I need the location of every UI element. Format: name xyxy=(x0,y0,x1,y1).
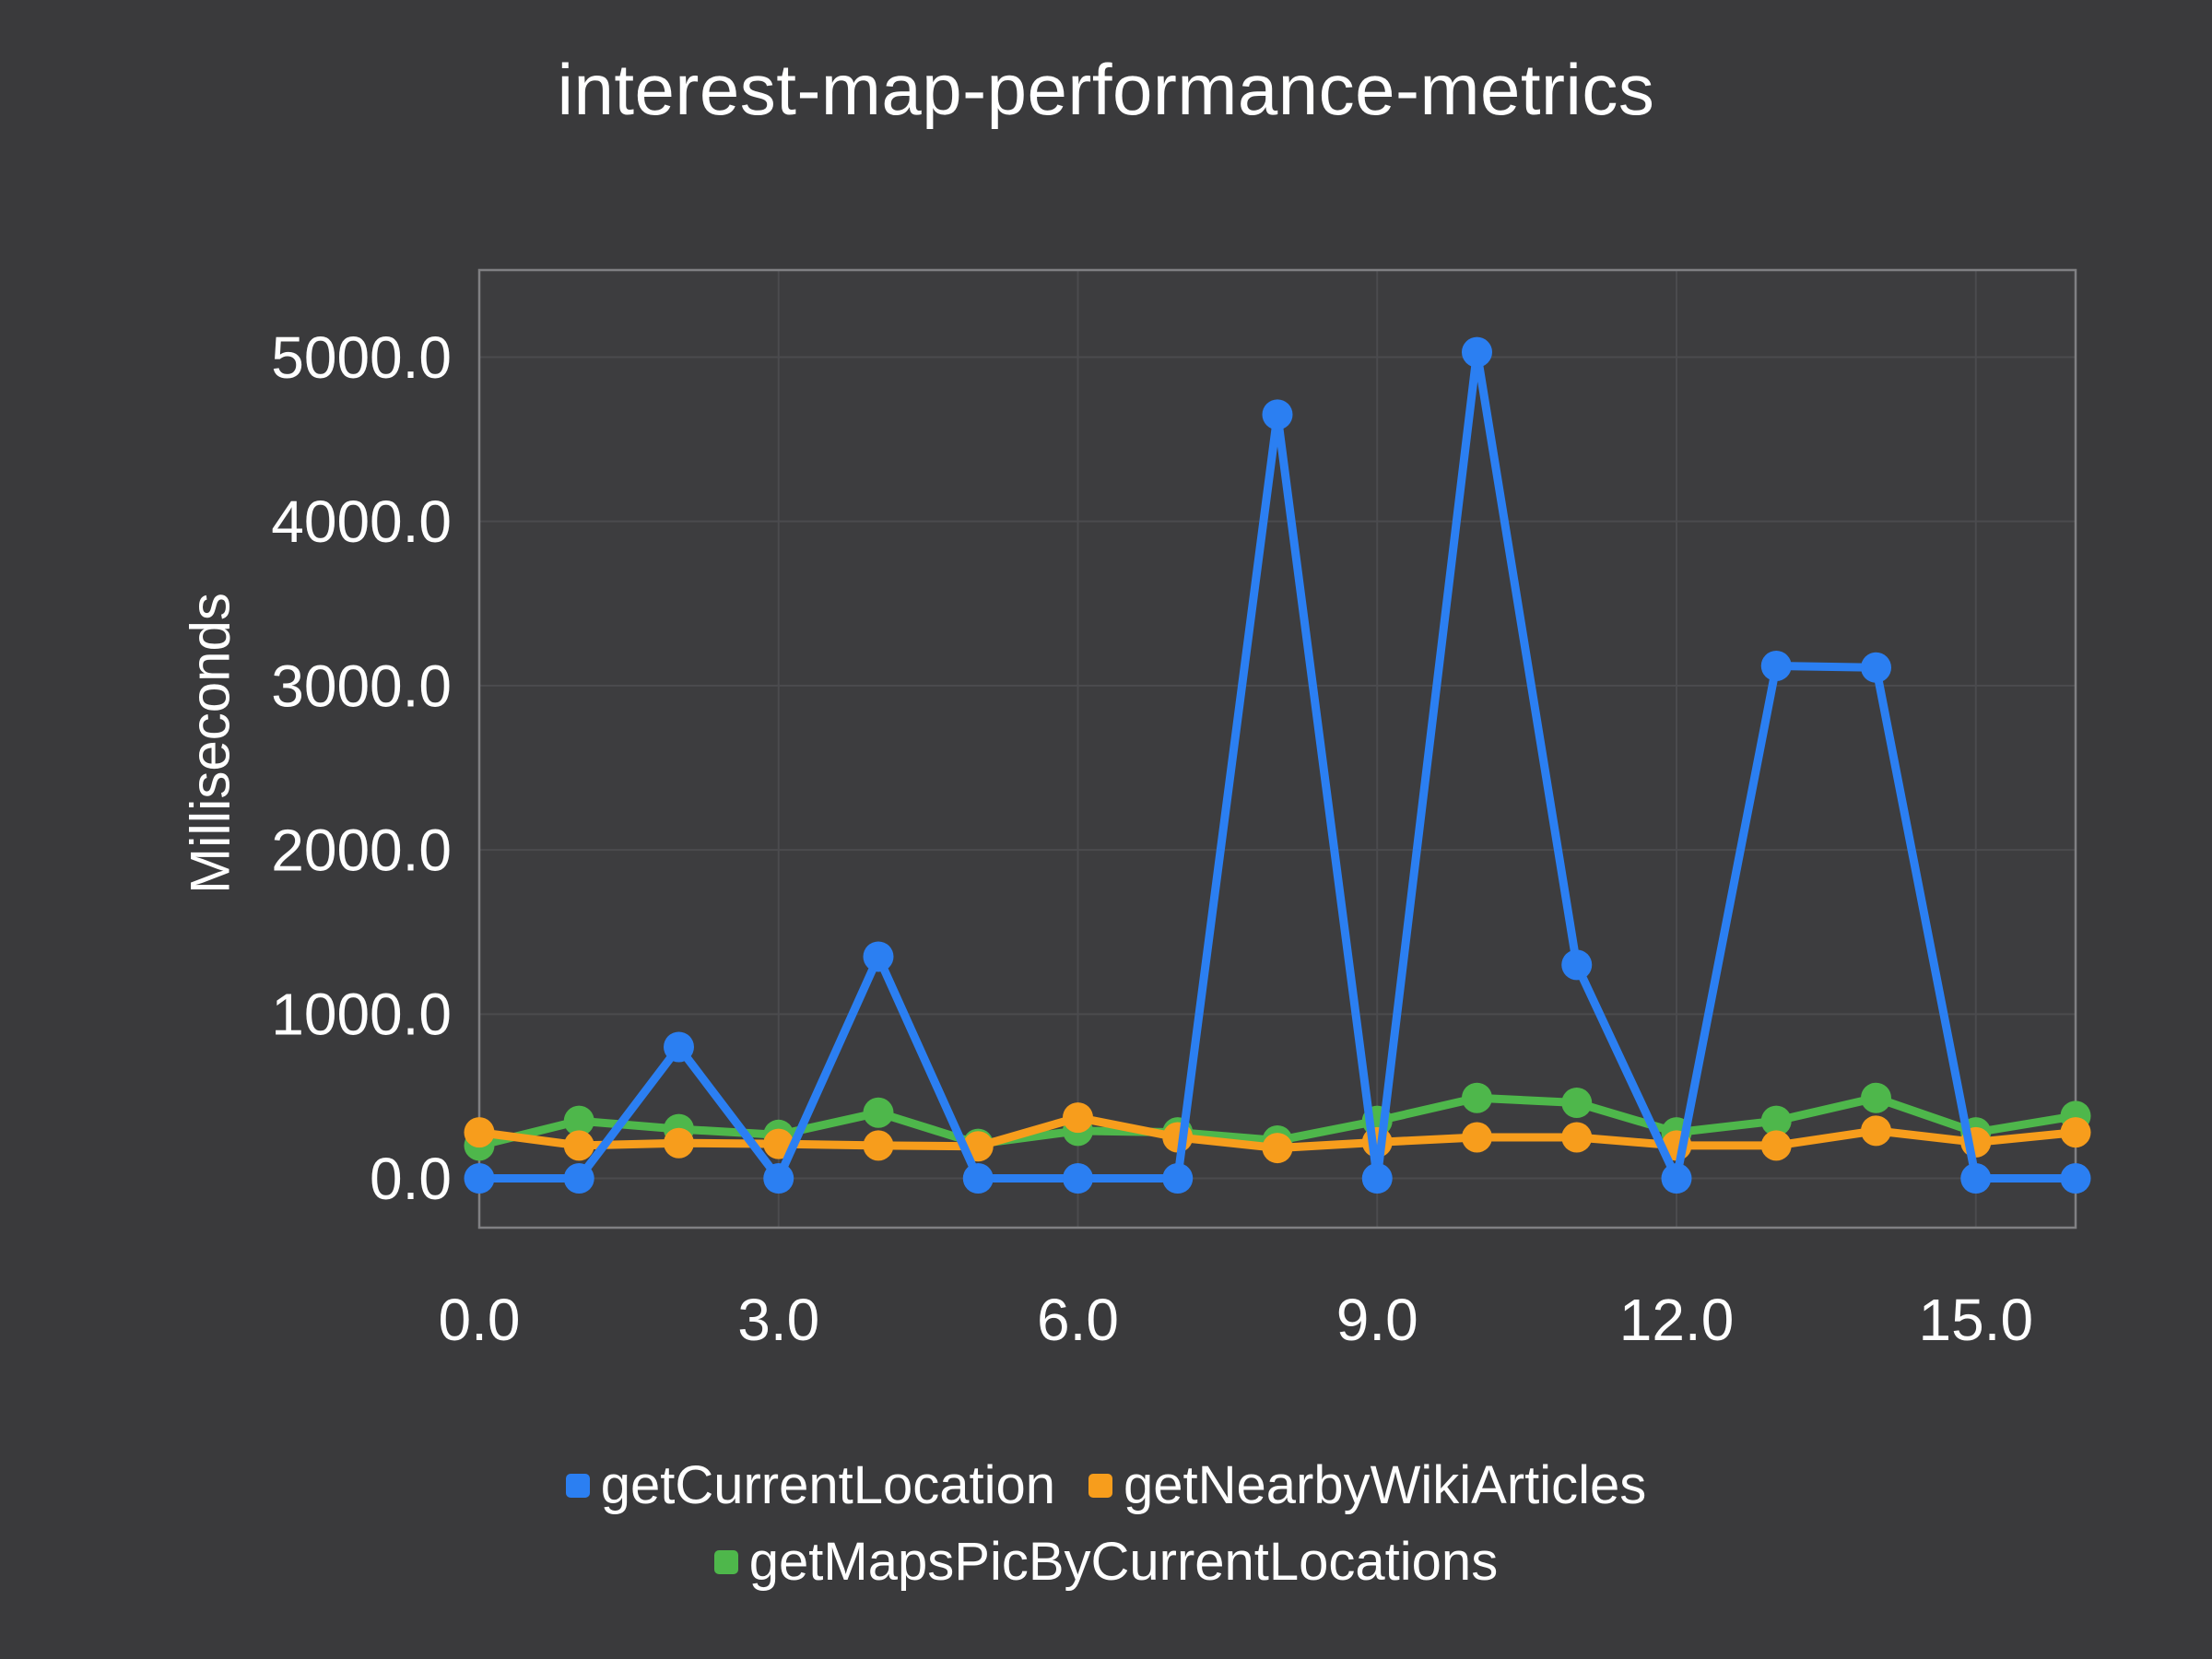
data-point-getMapsPicByCurrentLocations xyxy=(1462,1082,1492,1113)
data-point-getNearbyWikiArticles xyxy=(863,1130,894,1161)
data-point-getNearbyWikiArticles xyxy=(1063,1102,1093,1134)
data-point-getCurrentLocation xyxy=(664,1031,694,1063)
data-point-getCurrentLocation xyxy=(1760,651,1792,682)
y-tick-label: 2000.0 xyxy=(271,818,452,884)
data-point-getCurrentLocation xyxy=(1561,949,1593,981)
legend-item-getNearbyWikiArticles: getNearbyWikiArticles xyxy=(1088,1454,1646,1516)
x-tick-label: 6.0 xyxy=(1037,1287,1119,1353)
legend: getCurrentLocation getNearbyWikiArticles… xyxy=(0,1454,2212,1593)
data-point-getCurrentLocation xyxy=(1462,336,1492,368)
data-point-getCurrentLocation xyxy=(1861,652,1891,683)
legend-row-1: getCurrentLocation getNearbyWikiArticles xyxy=(565,1454,1646,1516)
y-tick-label: 4000.0 xyxy=(271,488,452,555)
y-tick-label: 1000.0 xyxy=(271,982,452,1048)
legend-item-getCurrentLocation: getCurrentLocation xyxy=(565,1454,1056,1516)
x-tick-label: 0.0 xyxy=(439,1287,521,1353)
data-point-getNearbyWikiArticles xyxy=(1861,1115,1891,1147)
data-point-getCurrentLocation xyxy=(2060,1163,2091,1194)
y-tick-label: 0.0 xyxy=(370,1146,452,1212)
x-tick-label: 15.0 xyxy=(1918,1287,2033,1353)
data-point-getNearbyWikiArticles xyxy=(2060,1117,2091,1148)
legend-swatch-icon xyxy=(565,1473,590,1498)
x-tick-label: 9.0 xyxy=(1336,1287,1418,1353)
legend-label: getNearbyWikiArticles xyxy=(1124,1455,1647,1515)
data-point-getMapsPicByCurrentLocations xyxy=(1760,1105,1792,1136)
data-point-getNearbyWikiArticles xyxy=(563,1130,594,1161)
data-point-getNearbyWikiArticles xyxy=(1760,1130,1792,1161)
data-point-getMapsPicByCurrentLocations xyxy=(563,1105,594,1136)
data-point-getMapsPicByCurrentLocations xyxy=(1861,1082,1891,1113)
data-point-getCurrentLocation xyxy=(763,1163,794,1194)
data-point-getMapsPicByCurrentLocations xyxy=(1561,1088,1593,1119)
chart-title: interest-map-performance-metrics xyxy=(557,49,1655,130)
legend-swatch-icon xyxy=(713,1549,738,1574)
y-tick-label: 5000.0 xyxy=(271,324,452,391)
data-point-getNearbyWikiArticles xyxy=(1462,1122,1492,1153)
data-point-getCurrentLocation xyxy=(464,1163,495,1194)
plot-border xyxy=(477,268,2077,1230)
data-point-getCurrentLocation xyxy=(1361,1163,1393,1194)
data-point-getNearbyWikiArticles xyxy=(1262,1133,1293,1164)
data-point-getMapsPicByCurrentLocations xyxy=(863,1097,894,1128)
legend-swatch-icon xyxy=(1088,1473,1113,1498)
y-tick-label: 3000.0 xyxy=(271,653,452,719)
data-point-getCurrentLocation xyxy=(1162,1163,1194,1194)
data-point-getCurrentLocation xyxy=(1661,1163,1692,1194)
data-point-getCurrentLocation xyxy=(1063,1163,1093,1194)
data-point-getCurrentLocation xyxy=(962,1163,994,1194)
data-point-getCurrentLocation xyxy=(863,941,894,972)
data-point-getCurrentLocation xyxy=(563,1163,594,1194)
x-tick-label: 12.0 xyxy=(1619,1287,1735,1353)
legend-label: getCurrentLocation xyxy=(600,1455,1056,1515)
data-point-getNearbyWikiArticles xyxy=(1561,1122,1593,1153)
data-point-getCurrentLocation xyxy=(1262,399,1293,430)
data-point-getNearbyWikiArticles xyxy=(464,1117,495,1148)
x-tick-label: 3.0 xyxy=(737,1287,819,1353)
legend-label: getMapsPicByCurrentLocations xyxy=(748,1532,1499,1592)
data-point-getNearbyWikiArticles xyxy=(664,1127,694,1159)
legend-row-2: getMapsPicByCurrentLocations xyxy=(713,1531,1499,1593)
data-point-getCurrentLocation xyxy=(1960,1163,1992,1194)
legend-item-getMapsPicByCurrentLocations: getMapsPicByCurrentLocations xyxy=(713,1531,1499,1593)
